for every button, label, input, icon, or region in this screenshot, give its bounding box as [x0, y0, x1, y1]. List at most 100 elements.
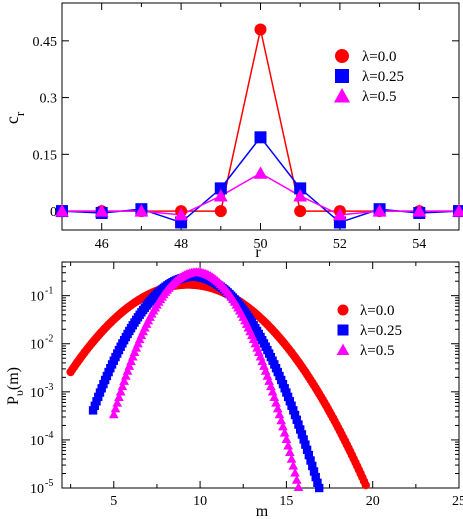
y-tick-label: 10: [30, 290, 44, 305]
data-point: [287, 401, 296, 410]
x-tick-label: 15: [279, 494, 293, 509]
data-point: [308, 461, 317, 471]
axis-ticks: 46 48 50 52 54 0 0.15 0.3 0.45: [33, 3, 460, 252]
legend: λ=0.0 λ=0.25 λ=0.5: [336, 303, 402, 359]
x-axis-label: m: [256, 503, 269, 519]
data-point: [119, 376, 129, 385]
x-tick-label: 10: [193, 494, 207, 509]
x-tick-label: 50: [254, 237, 268, 252]
data-point: [124, 361, 135, 370]
data-point: [278, 421, 288, 431]
y-tick-exponent: -5: [45, 478, 53, 489]
y-tick-label: 10: [30, 434, 44, 449]
y-tick-label: 10: [30, 386, 44, 401]
data-point: [94, 204, 109, 217]
y-tick-label: 0.45: [33, 35, 58, 50]
data-point: [272, 403, 283, 413]
plot-frame: [61, 261, 460, 489]
data-point: [254, 131, 267, 144]
data-point: [112, 397, 123, 407]
y-tick-label: 0.3: [40, 92, 58, 107]
data-point: [117, 381, 128, 391]
data-point: [271, 397, 281, 407]
data-point: [115, 386, 126, 396]
legend-label: λ=0.5: [360, 343, 394, 359]
data-point: [274, 409, 285, 419]
data-point: [214, 182, 227, 195]
data-point: [286, 454, 297, 463]
data-point: [285, 397, 295, 406]
data-point: [266, 381, 276, 391]
data-point: [95, 388, 105, 397]
data-point: [269, 392, 280, 402]
data-point: [254, 23, 267, 36]
data-point: [114, 392, 124, 402]
data-point: [267, 386, 278, 396]
data-point: [294, 205, 307, 218]
data-point: [253, 166, 268, 179]
x-tick-label: 46: [95, 237, 109, 252]
data-point: [283, 392, 293, 402]
data-point: [311, 472, 320, 482]
x-tick-label: 48: [174, 237, 188, 252]
data-point: [214, 205, 227, 218]
plot-series: [55, 23, 463, 229]
data-point: [361, 480, 370, 490]
plot-frame: [61, 2, 460, 231]
data-point: [302, 445, 312, 455]
data-point: [452, 204, 463, 217]
data-point: [297, 430, 307, 439]
x-tick-label: 54: [412, 237, 426, 252]
data-point: [88, 406, 98, 415]
data-point: [304, 450, 314, 460]
x-tick-label: 25: [452, 494, 463, 509]
data-point: [294, 182, 307, 195]
data-point: [280, 384, 289, 393]
y-tick-label: 10: [30, 482, 44, 497]
data-point: [299, 435, 308, 444]
legend-label: λ=0.5: [362, 89, 396, 105]
legend-label: λ=0.0: [360, 303, 394, 319]
data-point: [94, 392, 103, 402]
data-point: [306, 456, 315, 465]
data-point: [293, 189, 308, 202]
data-point: [90, 401, 99, 410]
y-tick-exponent: -3: [45, 382, 53, 393]
data-point: [293, 482, 304, 491]
data-point: [121, 371, 131, 380]
y-axis-label: cr: [2, 111, 27, 124]
data-point: [92, 397, 101, 406]
data-point: [279, 427, 290, 437]
data-point: [110, 403, 121, 413]
x-axis-label: r: [255, 244, 261, 261]
data-point: [129, 347, 140, 356]
legend-marker: [333, 87, 351, 103]
plot-series: [66, 267, 370, 493]
legend: λ=0.0 λ=0.25 λ=0.5: [333, 49, 404, 105]
data-point: [288, 460, 299, 470]
data-point: [333, 207, 347, 221]
data-point: [174, 207, 188, 221]
data-point: [309, 467, 319, 476]
data-point: [314, 483, 324, 493]
data-point: [301, 440, 310, 449]
x-tick-label: 52: [333, 237, 347, 252]
legend-label: λ=0.25: [362, 69, 404, 85]
legend-marker: [335, 69, 349, 83]
x-tick-label: 5: [110, 494, 117, 509]
data-point: [276, 415, 287, 425]
legend-marker: [337, 324, 349, 336]
data-point: [290, 467, 300, 477]
data-point: [122, 366, 133, 375]
legend-marker: [335, 49, 349, 63]
data-point: [134, 204, 149, 217]
data-point: [289, 406, 298, 415]
y-tick-exponent: -1: [45, 286, 53, 297]
data-point: [283, 440, 293, 450]
data-point: [290, 410, 300, 420]
series-line: [62, 29, 459, 212]
